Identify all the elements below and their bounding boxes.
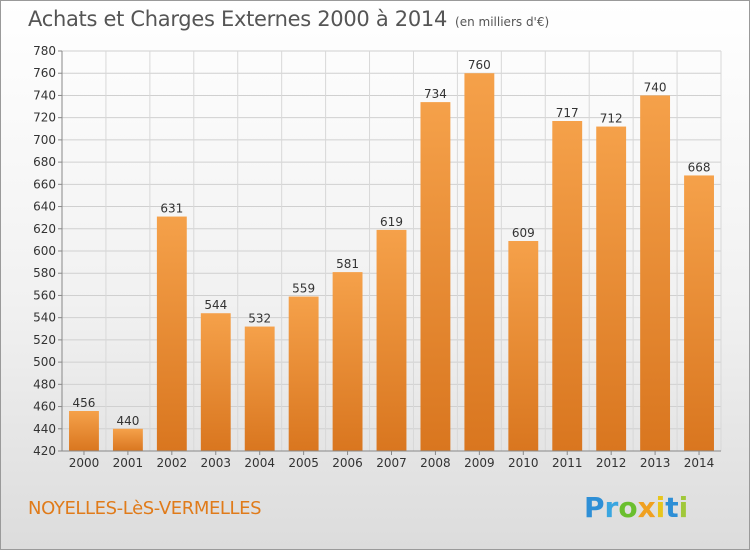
x-tick-label: 2004 [244, 456, 275, 470]
y-tick-label: 760 [33, 66, 56, 80]
logo-letter: t [665, 491, 679, 524]
y-tick-label: 740 [33, 88, 56, 102]
bar-value-label: 609 [512, 226, 535, 240]
logo-letter: o [618, 491, 638, 524]
x-tick-label: 2014 [684, 456, 715, 470]
bar [112, 428, 143, 451]
title-area: Achats et Charges Externes 2000 à 2014 (e… [28, 7, 549, 31]
y-tick-label: 720 [33, 111, 56, 125]
y-tick-label: 780 [33, 44, 56, 58]
y-tick-label: 540 [33, 311, 56, 325]
bar [552, 121, 583, 451]
x-tick-label: 2012 [596, 456, 627, 470]
bar [420, 102, 451, 451]
bar-value-label: 440 [116, 414, 139, 428]
bar-value-label: 544 [204, 298, 227, 312]
bar-value-label: 456 [73, 396, 96, 410]
bar-value-label: 740 [644, 80, 667, 94]
unit-note: (en milliers d'€) [455, 15, 550, 29]
y-tick-label: 580 [33, 266, 56, 280]
x-tick-label: 2001 [113, 456, 144, 470]
proxiti-logo: Proxiti [584, 491, 688, 524]
x-tick-label: 2003 [200, 456, 231, 470]
y-tick-label: 680 [33, 155, 56, 169]
axes: 420 440 460 480 500 520 540 560 580 600 620 640 660 6… [33, 44, 721, 470]
y-tick-label: 460 [33, 400, 56, 414]
bar [596, 126, 627, 452]
y-tick-label: 660 [33, 177, 56, 191]
bar [332, 272, 363, 451]
y-tick-label: 640 [33, 200, 56, 214]
bar-value-label: 619 [380, 215, 403, 229]
city-name: NOYELLES-LèS-VERMELLES [28, 498, 262, 519]
bar-value-label: 559 [292, 282, 315, 296]
bar-value-label: 532 [248, 312, 271, 326]
y-tick-label: 600 [33, 244, 56, 258]
bar-value-label: 668 [688, 160, 711, 174]
bar-value-label: 734 [424, 87, 447, 101]
bar [640, 95, 671, 451]
y-tick-label: 700 [33, 133, 56, 147]
x-tick-label: 2000 [69, 456, 100, 470]
bar [464, 73, 495, 451]
logo-letter: i [678, 491, 689, 524]
logo-letter: i [655, 491, 666, 524]
x-tick-label: 2006 [332, 456, 363, 470]
y-tick-label: 480 [33, 377, 56, 391]
bar-value-label: 717 [556, 106, 579, 120]
y-tick-label: 560 [33, 288, 56, 302]
y-tick-label: 440 [33, 422, 56, 436]
bar [244, 326, 275, 451]
bar-value-label: 631 [160, 202, 183, 216]
y-tick-label: 620 [33, 222, 56, 236]
bar-value-label: 581 [336, 257, 359, 271]
logo-letter: r [604, 491, 619, 524]
chart-title: Achats et Charges Externes 2000 à 2014 [28, 7, 448, 31]
x-tick-label: 2010 [508, 456, 539, 470]
bar [156, 216, 187, 451]
bars: 456 440 631 544 532 559 581 619 734 760 609 717 712 7… [69, 58, 714, 452]
bar [288, 296, 319, 451]
bar [69, 411, 99, 451]
x-tick-label: 2009 [464, 456, 495, 470]
y-tick-label: 420 [33, 444, 56, 458]
bar [200, 313, 231, 451]
y-tick-label: 500 [33, 355, 56, 369]
x-tick-label: 2011 [552, 456, 583, 470]
y-tick-label: 520 [33, 333, 56, 347]
bar-value-label: 712 [600, 112, 623, 126]
x-tick-label: 2005 [288, 456, 319, 470]
x-tick-label: 2007 [376, 456, 407, 470]
bar [376, 229, 407, 451]
x-tick-label: 2008 [420, 456, 451, 470]
bar [684, 175, 714, 451]
x-tick-label: 2002 [157, 456, 188, 470]
bar-value-label: 760 [468, 58, 491, 72]
logo-letter: P [584, 491, 605, 524]
bar [508, 241, 539, 451]
logo-letter: x [637, 491, 656, 524]
x-tick-label: 2013 [640, 456, 671, 470]
